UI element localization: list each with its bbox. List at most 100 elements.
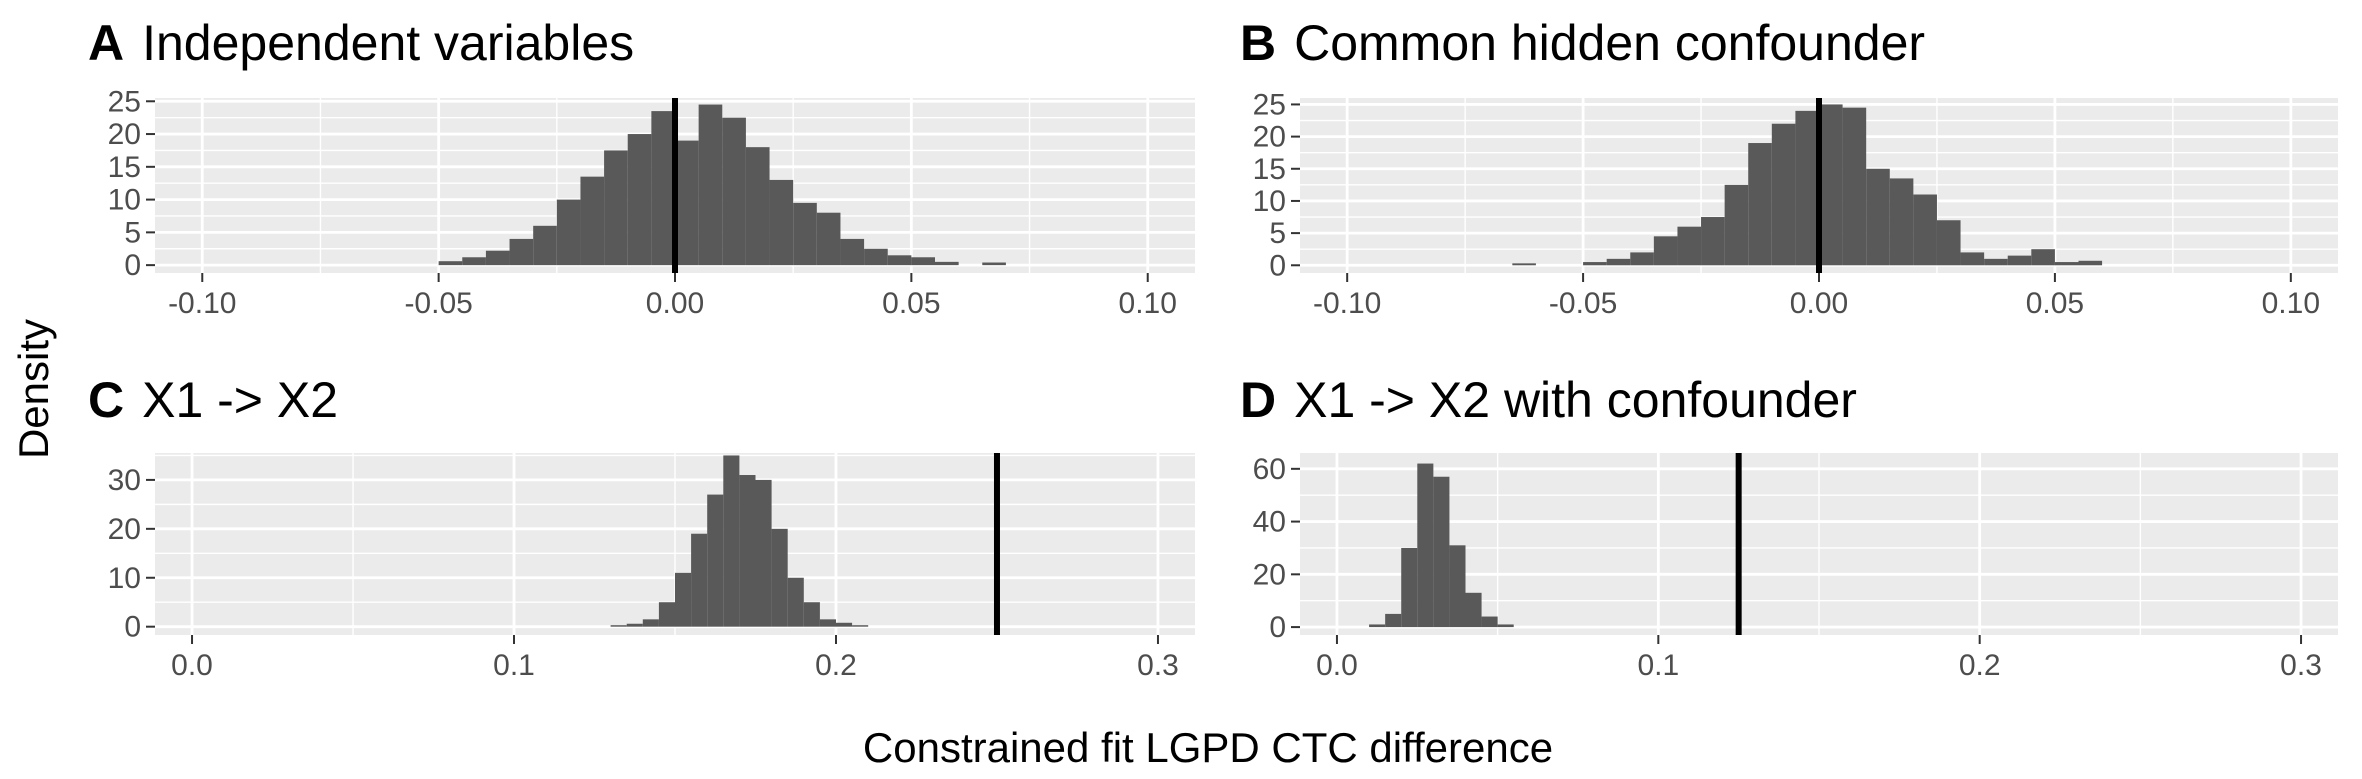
panel-b-x-tick-label: 0.05 xyxy=(2026,287,2084,320)
panel-c-histogram-bar xyxy=(707,494,724,627)
panel-c: C X1 -> X2 0 10 20 30 0.0 0.1 0.2 0.3 xyxy=(88,372,1195,682)
panel-a-histogram-bar xyxy=(722,117,746,266)
panel-a-histogram-bar xyxy=(911,257,935,266)
panel-c-histogram-bar xyxy=(771,528,788,627)
panel-a-x-tick-label: 0.00 xyxy=(646,287,704,320)
panel-b-histogram-bar xyxy=(1960,252,1985,266)
panel-c-histogram-bar xyxy=(610,625,627,627)
panel-a-histogram-bar xyxy=(533,225,557,266)
panel-a-x-tick-label: 0.10 xyxy=(1119,287,1177,320)
panel-b-x-tick-label: -0.05 xyxy=(1549,287,1617,320)
panel-a-x-tick-label: 0.05 xyxy=(882,287,940,320)
panel-b-x-tick-label: 0.00 xyxy=(1790,287,1848,320)
panel-b-histogram-bar xyxy=(1724,184,1749,266)
panel-d-y-tick-label: 0 xyxy=(1269,611,1286,644)
panel-c-x-tick-label: 0.2 xyxy=(815,649,857,682)
panel-a-y-tick-label: 15 xyxy=(108,151,141,184)
panel-a-histogram-bar xyxy=(698,104,723,266)
panel-a-histogram-bar xyxy=(769,179,794,266)
panel-b-histogram-bar xyxy=(2054,262,2079,266)
panel-b-histogram-bar xyxy=(2007,255,2032,266)
panel-c-histogram-bar xyxy=(803,602,820,627)
panel-a-heading: A Independent variables xyxy=(88,15,634,71)
panel-b-histogram-bar xyxy=(1512,263,1536,266)
panel-c-histogram-bar xyxy=(658,602,675,627)
y-axis-title: Density xyxy=(10,319,57,459)
panel-a-histogram-bar xyxy=(604,150,628,266)
panel-a-histogram-bar xyxy=(840,238,865,266)
panel-d-y-tick-label: 20 xyxy=(1253,558,1286,591)
panel-c-y-tick-label: 0 xyxy=(124,611,141,644)
panel-b-y-tick-label: 10 xyxy=(1253,185,1286,218)
panel-b-heading: B Common hidden confounder xyxy=(1240,15,1925,71)
panel-c-histogram-bar xyxy=(723,455,740,627)
panel-b-histogram-bar xyxy=(1630,252,1654,266)
panel-b-histogram-bar xyxy=(1701,217,1725,266)
panel-c-y-tick-label: 10 xyxy=(108,562,141,595)
panel-c-title: X1 -> X2 xyxy=(142,372,338,428)
panel-a-y-tick-label: 25 xyxy=(108,85,141,118)
panel-b-histogram-bar xyxy=(1984,258,2008,266)
panel-b-letter: B xyxy=(1240,15,1276,71)
panel-b-histogram-bar xyxy=(1771,123,1796,266)
panel-c-histogram-bar xyxy=(626,623,643,627)
panel-b-histogram-bar xyxy=(1583,262,1607,266)
panel-d-histogram-bar xyxy=(1417,463,1434,628)
panel-d-histogram-bar xyxy=(1401,547,1418,628)
panel-d-plot: 0 20 40 60 0.0 0.1 0.2 0.3 xyxy=(1253,453,2338,682)
panel-c-histogram-bar xyxy=(739,475,756,627)
panel-a-title: Independent variables xyxy=(142,15,634,71)
panel-a-histogram-bar xyxy=(816,212,841,266)
panel-c-histogram-bar xyxy=(835,622,853,627)
panel-a-y-tick-label: 20 xyxy=(108,118,141,151)
panel-c-histogram-bar xyxy=(675,572,692,627)
panel-a-histogram-bar xyxy=(864,248,888,266)
panel-b-histogram-bar xyxy=(1795,110,1819,266)
panel-a-histogram-bar xyxy=(485,250,510,266)
panel-c-histogram-bar xyxy=(852,625,869,627)
panel-c-histogram-bar xyxy=(787,577,804,627)
panel-b-histogram-bar xyxy=(1606,258,1631,266)
panel-b-histogram-bar xyxy=(1819,104,1843,266)
panel-c-plot: 0 10 20 30 0.0 0.1 0.2 0.3 xyxy=(108,453,1195,682)
panel-a-histogram-bar xyxy=(887,255,912,266)
panel-a-histogram-bar xyxy=(675,140,699,266)
panel-d-histogram-bar xyxy=(1449,545,1466,628)
panel-a-histogram-bar xyxy=(793,202,817,266)
panel-a-histogram-bar xyxy=(462,257,486,266)
panel-b-histogram-bar xyxy=(1653,236,1678,266)
panel-c-y-tick-label: 30 xyxy=(108,464,141,497)
panel-d-histogram-bar xyxy=(1497,624,1514,628)
panel-c-histogram-bar xyxy=(755,479,772,627)
x-axis-title: Constrained fit LGPD CTC difference xyxy=(863,724,1553,771)
panel-b-histogram-bar xyxy=(1889,178,1914,266)
panel-c-x-tick-label: 0.1 xyxy=(493,649,535,682)
panel-a-y-tick-label: 10 xyxy=(108,184,141,217)
panel-a-histogram-bar xyxy=(745,147,770,266)
panel-c-histogram-bar xyxy=(819,619,836,627)
panel-d-x-tick-label: 0.1 xyxy=(1637,649,1679,682)
panel-a-histogram-bar xyxy=(438,261,463,266)
panel-a-histogram-bar xyxy=(556,199,581,266)
panel-a-letter: A xyxy=(88,15,124,71)
panel-d-heading: D X1 -> X2 with confounder xyxy=(1240,372,1857,428)
panel-a-histogram-bar xyxy=(509,238,534,266)
panel-b-y-tick-label: 25 xyxy=(1253,88,1286,121)
panel-b-title: Common hidden confounder xyxy=(1294,15,1925,71)
panel-b-y-tick-label: 20 xyxy=(1253,121,1286,154)
panel-b-x-tick-label: -0.10 xyxy=(1313,287,1381,320)
panel-a-x-tick-label: -0.05 xyxy=(404,287,472,320)
panel-c-x-tick-label: 0.3 xyxy=(1137,649,1179,682)
panel-b-x-tick-label: 0.10 xyxy=(2262,287,2320,320)
panel-c-x-tick-label: 0.0 xyxy=(171,649,213,682)
panel-d-histogram-bar xyxy=(1385,613,1402,628)
panel-b-y-tick-label: 15 xyxy=(1253,153,1286,186)
panel-a-histogram-bar xyxy=(627,134,652,266)
panel-b-histogram-bar xyxy=(2078,260,2103,266)
panel-a-histogram-bar xyxy=(580,176,605,266)
panel-d-histogram-bar xyxy=(1369,624,1386,628)
